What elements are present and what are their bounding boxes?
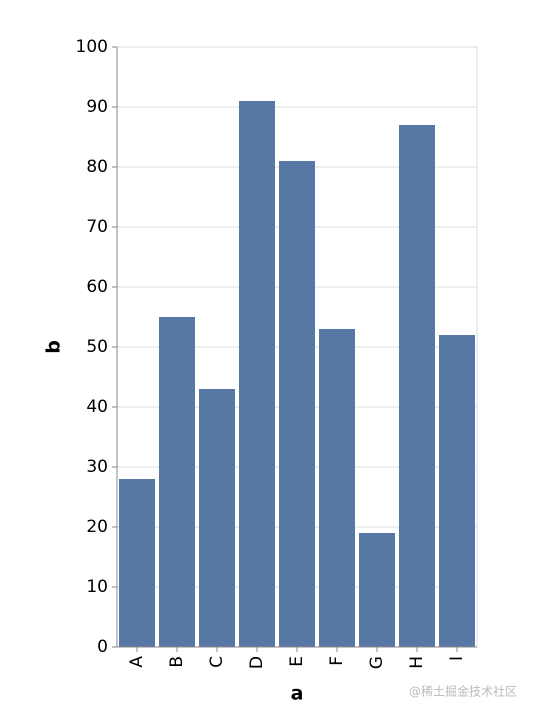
x-tick-label: D — [247, 656, 267, 669]
y-tick-label: 0 — [97, 637, 108, 657]
y-tick-label: 40 — [86, 397, 108, 417]
x-tick-label: A — [127, 656, 147, 668]
bar — [239, 101, 275, 647]
x-tick-label: H — [407, 656, 427, 669]
y-tick-label: 30 — [86, 457, 108, 477]
y-tick-label: 100 — [76, 37, 108, 57]
y-tick-label: 80 — [86, 157, 108, 177]
y-tick-label: 60 — [86, 277, 108, 297]
y-tick-label: 10 — [86, 577, 108, 597]
bar — [399, 125, 435, 647]
y-tick-label: 20 — [86, 517, 108, 537]
y-axis-title: b — [43, 340, 65, 354]
bar — [319, 329, 355, 647]
x-tick-label: I — [447, 656, 467, 661]
x-tick-label: E — [287, 656, 307, 667]
x-tick-label: B — [167, 656, 187, 668]
watermark: @稀土掘金技术社区 — [409, 684, 517, 699]
x-tick-label: G — [367, 656, 387, 669]
x-tick-label: F — [327, 656, 347, 666]
bar — [439, 335, 475, 647]
bar — [159, 317, 195, 647]
bar — [279, 161, 315, 647]
bar — [119, 479, 155, 647]
bar — [359, 533, 395, 647]
x-axis-title: a — [291, 683, 304, 705]
y-tick-label: 90 — [86, 97, 108, 117]
y-tick-label: 50 — [86, 337, 108, 357]
x-tick-label: C — [207, 656, 227, 668]
y-tick-label: 70 — [86, 217, 108, 237]
bar — [199, 389, 235, 647]
